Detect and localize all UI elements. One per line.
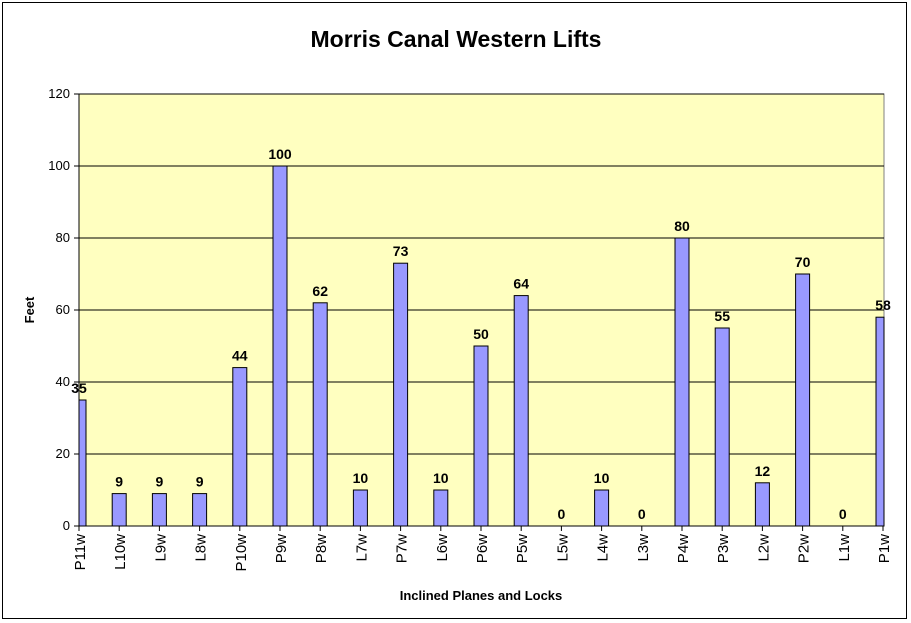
- y-tick-label: 80: [56, 230, 70, 245]
- bar-L2w: [754, 482, 770, 527]
- category-label-P3w: P3w: [715, 534, 732, 563]
- bar-P7w: [393, 262, 409, 527]
- category-label-L3w: L3w: [635, 534, 652, 562]
- y-tick-label: 120: [48, 86, 70, 101]
- data-label-L8w: 9: [196, 474, 204, 490]
- y-tick-label: 20: [56, 446, 70, 461]
- bar-P2w: [795, 273, 811, 527]
- data-label-L6w: 10: [433, 470, 449, 486]
- chart-title: Morris Canal Western Lifts: [311, 26, 602, 52]
- bar-P10w: [232, 367, 248, 527]
- bar-P11w: [78, 399, 87, 527]
- y-tick-label: 60: [56, 302, 70, 317]
- category-labels: P11w L10w L9w L8w P10w P9w P8w L7w P7w L6w P6w P5w L…: [72, 526, 893, 572]
- category-label-P2w: P2w: [796, 534, 813, 563]
- bar-P1w: [875, 316, 885, 527]
- data-label-L5w: 0: [558, 506, 566, 522]
- bar-L8w: [192, 493, 208, 527]
- data-label-P6w: 50: [473, 326, 489, 342]
- category-label-P10w: P10w: [233, 534, 250, 572]
- category-label-P5w: P5w: [514, 534, 531, 563]
- data-label-P5w: 64: [513, 276, 529, 292]
- bar-L9w: [151, 493, 167, 527]
- data-label-L1w: 0: [839, 506, 847, 522]
- data-label-P4w: 80: [674, 218, 690, 234]
- data-label-L10w: 9: [115, 474, 123, 490]
- y-tick-label: 40: [56, 374, 70, 389]
- bar-P3w: [714, 327, 730, 527]
- bar-L6w: [433, 489, 449, 527]
- y-axis-title: Feet: [22, 296, 37, 323]
- category-label-P11w: P11w: [72, 534, 89, 571]
- category-label-L7w: L7w: [353, 534, 370, 562]
- data-label-L2w: 12: [755, 463, 771, 479]
- data-label-P8w: 62: [312, 283, 328, 299]
- bar-L7w: [352, 489, 368, 527]
- bar-L10w: [111, 493, 127, 527]
- data-label-L9w: 9: [156, 474, 164, 490]
- bar-P9w: [272, 165, 288, 527]
- y-tick-label: 0: [63, 518, 70, 533]
- bar-L4w: [594, 489, 610, 527]
- bar-P8w: [312, 302, 328, 527]
- category-label-L2w: L2w: [755, 534, 772, 562]
- bar-P5w: [513, 295, 529, 527]
- data-label-L4w: 10: [594, 470, 610, 486]
- category-label-P7w: P7w: [394, 534, 411, 563]
- category-label-L1w: L1w: [836, 534, 853, 562]
- category-label-L8w: L8w: [193, 534, 210, 562]
- category-label-L5w: L5w: [554, 534, 571, 562]
- category-label-P9w: P9w: [273, 534, 290, 563]
- category-label-P4w: P4w: [675, 534, 692, 563]
- category-label-P1w: P1w: [876, 534, 893, 563]
- data-label-P11w: 35: [71, 380, 87, 396]
- category-label-P6w: P6w: [474, 534, 491, 563]
- category-label-L9w: L9w: [152, 534, 169, 562]
- data-label-L3w: 0: [638, 506, 646, 522]
- data-label-P3w: 55: [714, 308, 730, 324]
- bar-P4w: [674, 237, 690, 527]
- bar-P6w: [473, 345, 489, 527]
- data-label-P2w: 70: [795, 254, 811, 270]
- category-label-L4w: L4w: [595, 534, 612, 562]
- data-label-L7w: 10: [353, 470, 369, 486]
- category-label-L6w: L6w: [434, 534, 451, 562]
- bars: [78, 165, 885, 527]
- data-label-P1w: 58: [875, 297, 891, 313]
- y-axis-ticks: 0 20 40 60 80 100 120: [48, 86, 80, 533]
- y-tick-label: 100: [48, 158, 70, 173]
- data-label-P7w: 73: [393, 243, 409, 259]
- category-label-P8w: P8w: [313, 534, 330, 563]
- data-label-P9w: 100: [268, 146, 292, 162]
- x-axis-title: Inclined Planes and Locks: [400, 588, 563, 603]
- category-label-L10w: L10w: [112, 534, 129, 570]
- data-label-P10w: 44: [232, 348, 248, 364]
